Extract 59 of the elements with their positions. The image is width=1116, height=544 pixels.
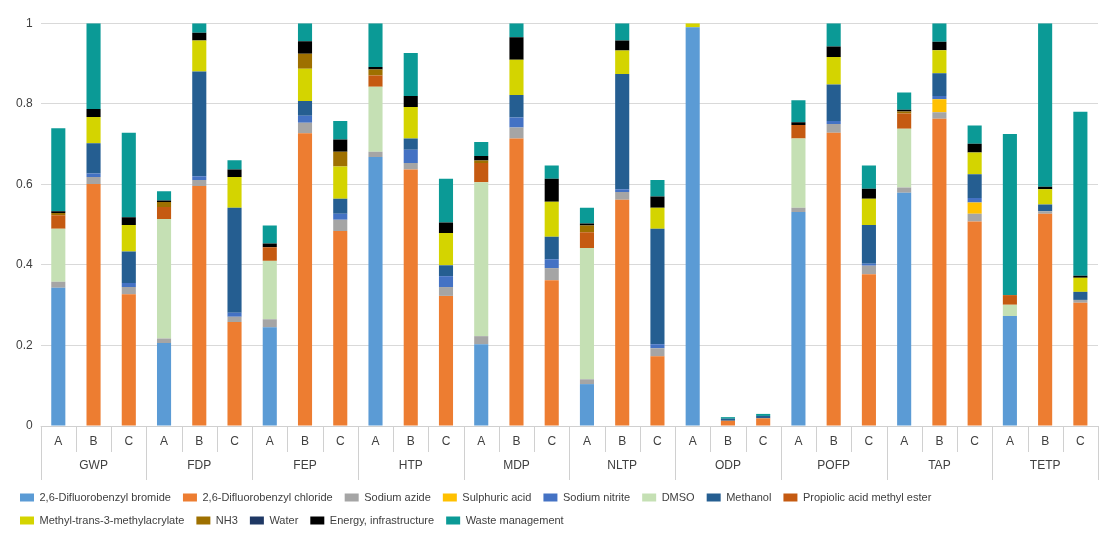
- y-tick-label: 0.6: [15, 176, 33, 191]
- x-tick-label: B: [301, 433, 310, 448]
- legend-label: Propiolic acid methyl ester: [802, 490, 932, 503]
- legend-label: Methyl-trans-3-methylacrylate: [39, 513, 185, 526]
- legend-label: NH3: [215, 513, 238, 526]
- x-tick-label: B: [935, 433, 944, 448]
- x-tick-label: A: [688, 433, 697, 448]
- x-tick-label: C: [547, 433, 557, 448]
- legend-label: 2,6-Difluorobenzyl bromide: [39, 490, 171, 503]
- x-tick-label: C: [653, 433, 663, 448]
- x-tick-label: A: [371, 433, 380, 448]
- legend-label: Waste management: [465, 513, 564, 526]
- y-tick-label: 0: [25, 418, 33, 433]
- x-tick-label: C: [335, 433, 345, 448]
- x-tick-label: A: [900, 433, 909, 448]
- legend-label: 2,6-Difluorobenzyl chloride: [202, 490, 333, 503]
- x-tick-label: A: [160, 433, 169, 448]
- y-tick-label: 0.8: [15, 96, 33, 111]
- x-tick-label: C: [230, 433, 240, 448]
- text: FDP: [187, 458, 212, 473]
- x-tick-label: A: [582, 433, 591, 448]
- x-tick-label: A: [477, 433, 486, 448]
- text: MDP: [503, 458, 530, 473]
- text: FEP: [293, 458, 317, 473]
- x-tick-label: C: [758, 433, 768, 448]
- x-tick-label: A: [794, 433, 803, 448]
- y-tick-label: 0.2: [15, 337, 33, 352]
- x-tick-label: C: [441, 433, 451, 448]
- text: ODP: [714, 458, 741, 473]
- y-tick-label: 0.4: [15, 257, 33, 272]
- x-tick-label: A: [1005, 433, 1014, 448]
- x-tick-label: B: [723, 433, 732, 448]
- x-tick-label: B: [512, 433, 521, 448]
- x-tick-label: C: [970, 433, 980, 448]
- legend-label: Methanol: [726, 490, 772, 503]
- text: HTP: [398, 458, 423, 473]
- x-tick-label: C: [124, 433, 134, 448]
- x-tick-label: A: [54, 433, 63, 448]
- x-tick-label: C: [1076, 433, 1086, 448]
- x-tick-label: C: [864, 433, 874, 448]
- x-tick-label: B: [829, 433, 838, 448]
- y-tick-label: 1: [25, 15, 33, 30]
- legend-label: Energy, infrastructure: [329, 513, 435, 526]
- text: POFP: [817, 458, 851, 473]
- legend-label: Sodium azide: [364, 490, 431, 503]
- legend-label: Sulphuric acid: [462, 490, 532, 503]
- x-tick-label: B: [1041, 433, 1050, 448]
- x-tick-label: B: [195, 433, 204, 448]
- x-tick-label: B: [406, 433, 415, 448]
- x-tick-label: A: [265, 433, 274, 448]
- x-tick-label: B: [618, 433, 627, 448]
- legend-label: DMSO: [661, 490, 696, 503]
- legend-label: Water: [269, 513, 299, 526]
- legend-label: Sodium nitrite: [562, 490, 631, 503]
- text: TETP: [1029, 458, 1061, 473]
- text: TAP: [928, 458, 951, 473]
- text: NLTP: [607, 458, 638, 473]
- x-tick-label: B: [89, 433, 98, 448]
- text: GWP: [79, 458, 108, 473]
